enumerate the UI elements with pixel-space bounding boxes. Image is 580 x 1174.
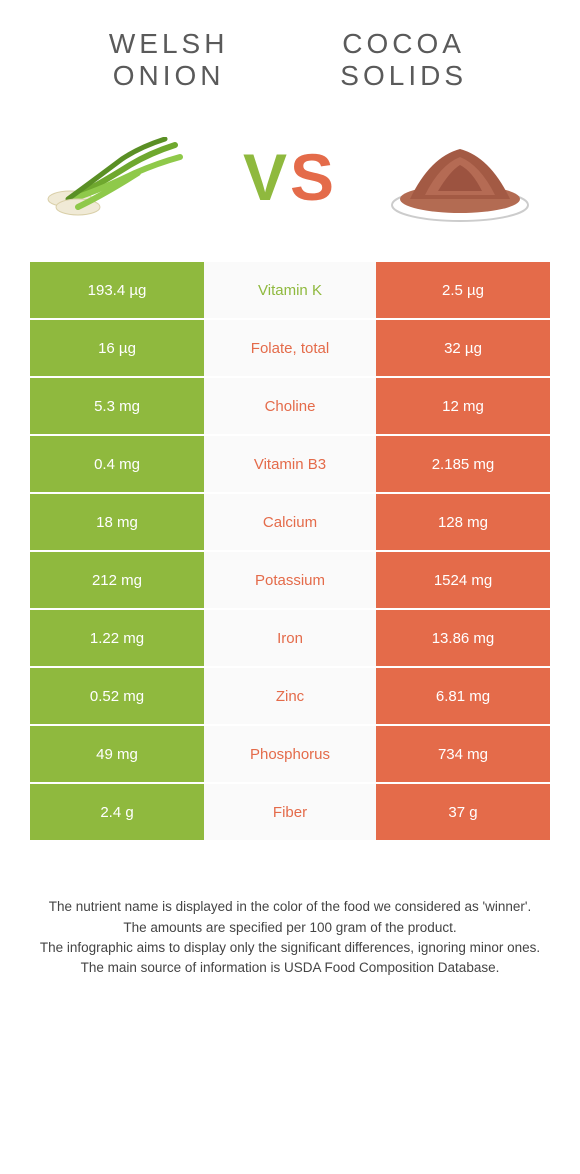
- vs-label: VS: [243, 139, 337, 215]
- right-food-title: COCOA SOLIDS: [282, 28, 525, 92]
- left-value-cell: 2.4 g: [30, 784, 204, 840]
- table-row: 212 mgPotassium1524 mg: [30, 552, 550, 610]
- nutrient-label-cell: Vitamin K: [204, 262, 376, 318]
- nutrient-label-cell: Phosphorus: [204, 726, 376, 782]
- nutrient-label-cell: Calcium: [204, 494, 376, 550]
- right-value-cell: 37 g: [376, 784, 550, 840]
- footnote-line: The nutrient name is displayed in the co…: [30, 897, 550, 917]
- table-row: 18 mgCalcium128 mg: [30, 494, 550, 552]
- nutrient-label-cell: Iron: [204, 610, 376, 666]
- left-value-cell: 18 mg: [30, 494, 204, 550]
- left-food-image: [40, 122, 200, 232]
- footnote-line: The main source of information is USDA F…: [30, 958, 550, 978]
- vs-s-letter: S: [290, 140, 337, 214]
- left-value-cell: 193.4 µg: [30, 262, 204, 318]
- right-value-cell: 1524 mg: [376, 552, 550, 608]
- vs-row: VS: [0, 102, 580, 262]
- right-value-cell: 128 mg: [376, 494, 550, 550]
- table-row: 0.52 mgZinc6.81 mg: [30, 668, 550, 726]
- nutrient-label-cell: Fiber: [204, 784, 376, 840]
- right-value-cell: 6.81 mg: [376, 668, 550, 724]
- nutrient-label-cell: Choline: [204, 378, 376, 434]
- table-row: 2.4 gFiber37 g: [30, 784, 550, 842]
- right-value-cell: 32 µg: [376, 320, 550, 376]
- right-value-cell: 2.185 mg: [376, 436, 550, 492]
- left-value-cell: 0.4 mg: [30, 436, 204, 492]
- left-value-cell: 49 mg: [30, 726, 204, 782]
- table-row: 193.4 µgVitamin K2.5 µg: [30, 262, 550, 320]
- table-row: 1.22 mgIron13.86 mg: [30, 610, 550, 668]
- nutrient-table: 193.4 µgVitamin K2.5 µg16 µgFolate, tota…: [30, 262, 550, 842]
- right-value-cell: 2.5 µg: [376, 262, 550, 318]
- table-row: 5.3 mgCholine12 mg: [30, 378, 550, 436]
- table-row: 49 mgPhosphorus734 mg: [30, 726, 550, 784]
- right-food-image: [380, 122, 540, 232]
- nutrient-label-cell: Zinc: [204, 668, 376, 724]
- footnote-line: The infographic aims to display only the…: [30, 938, 550, 958]
- nutrient-label-cell: Folate, total: [204, 320, 376, 376]
- footnote-line: The amounts are specified per 100 gram o…: [30, 918, 550, 938]
- left-food-title: WELSH ONION: [55, 28, 282, 92]
- left-value-cell: 1.22 mg: [30, 610, 204, 666]
- nutrient-label-cell: Potassium: [204, 552, 376, 608]
- table-row: 0.4 mgVitamin B32.185 mg: [30, 436, 550, 494]
- right-value-cell: 12 mg: [376, 378, 550, 434]
- left-value-cell: 5.3 mg: [30, 378, 204, 434]
- table-row: 16 µgFolate, total32 µg: [30, 320, 550, 378]
- nutrient-label-cell: Vitamin B3: [204, 436, 376, 492]
- vs-v-letter: V: [243, 140, 290, 214]
- left-value-cell: 16 µg: [30, 320, 204, 376]
- footnotes: The nutrient name is displayed in the co…: [0, 842, 580, 978]
- right-value-cell: 13.86 mg: [376, 610, 550, 666]
- left-value-cell: 0.52 mg: [30, 668, 204, 724]
- right-value-cell: 734 mg: [376, 726, 550, 782]
- left-value-cell: 212 mg: [30, 552, 204, 608]
